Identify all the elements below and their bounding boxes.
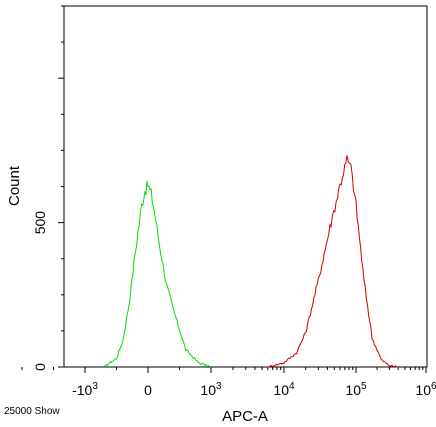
plot-area-frame: [63, 5, 428, 368]
x-tick-label: 0: [144, 382, 152, 398]
x-tick-label: 104: [273, 381, 295, 398]
footer-note: 25000 Show: [4, 406, 60, 417]
x-axis-ticks: -103 0 103 104 105 106: [21, 367, 436, 398]
x-tick-label: 103: [200, 381, 222, 398]
y-tick-label: 0: [32, 363, 48, 371]
x-tick-label: -103: [72, 381, 98, 398]
x-tick-label: 106: [415, 381, 436, 398]
y-tick-label: 500: [32, 211, 48, 235]
series-layer: [103, 155, 399, 368]
x-tick-label: 105: [345, 381, 367, 398]
y-axis-ticks: 0 500: [32, 5, 64, 371]
x-axis-title: APC-A: [222, 408, 268, 425]
histogram-series-2: [267, 155, 399, 368]
histogram-series-1: [103, 181, 212, 368]
y-axis-title: Count: [6, 165, 23, 206]
